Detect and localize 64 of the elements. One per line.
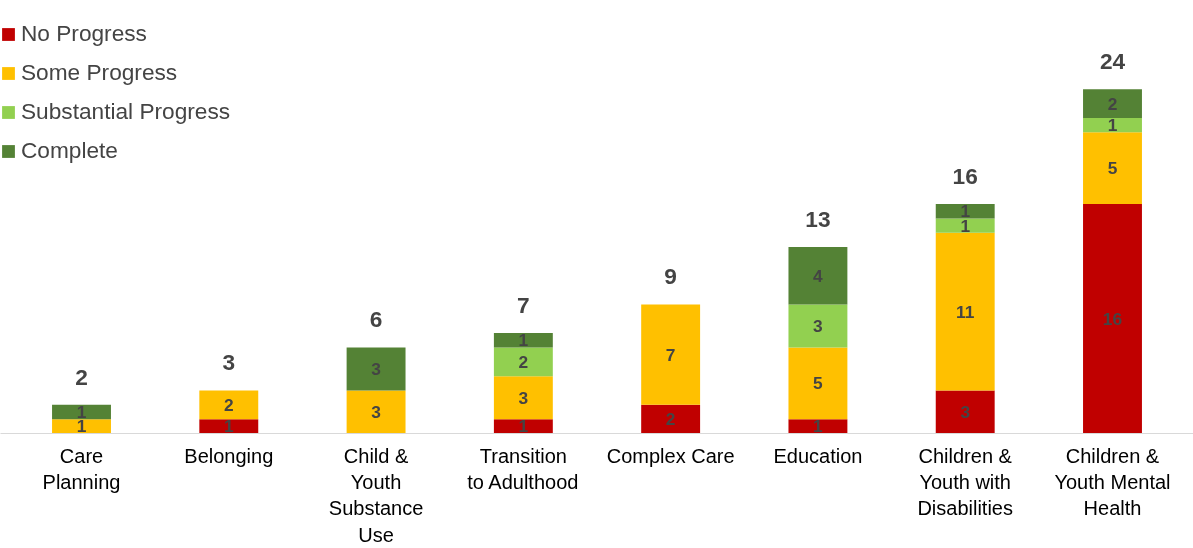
bar: [1083, 118, 1142, 133]
legend-label: No Progress: [21, 20, 147, 47]
bar: [641, 304, 701, 405]
total-label: 16: [952, 163, 978, 190]
x-tick-label: Children & Youth Mental Health: [1054, 444, 1171, 520]
x-tick-label: Care Planning: [42, 444, 121, 493]
x-tick-label: Belonging: [184, 444, 274, 467]
total-label: 24: [1099, 48, 1126, 75]
bar: [52, 404, 111, 420]
bar: [493, 333, 553, 348]
total-label: 2: [75, 363, 88, 390]
data-label: 5: [1107, 158, 1118, 179]
legend-label: Substantial Progress: [21, 98, 231, 125]
data-label: 7: [665, 344, 676, 365]
data-label: 3: [813, 315, 824, 336]
data-label: 1: [518, 416, 529, 437]
data-label: 1: [223, 416, 234, 437]
bar: [199, 390, 259, 420]
total-label: 3: [222, 349, 236, 376]
x-tick-label: Child & Youth Substance Use: [328, 444, 424, 546]
bar: [641, 404, 701, 434]
x-tick-label: Education: [773, 444, 863, 467]
bar: [346, 390, 406, 434]
bar: [493, 347, 553, 377]
total-label: 13: [805, 206, 831, 233]
data-label: 2: [1107, 93, 1118, 114]
legend-label: Complete: [21, 137, 118, 164]
bar: [1083, 132, 1142, 205]
x-tick-label: Children & Youth with Disabilities: [917, 444, 1014, 520]
data-label: 3: [371, 401, 382, 422]
bar: [935, 232, 995, 391]
bar: [52, 419, 111, 434]
data-label: 16: [1102, 308, 1123, 329]
bar: [788, 347, 848, 420]
bar: [935, 390, 995, 434]
bar: [346, 347, 406, 391]
data-label: 3: [960, 401, 971, 422]
data-label: 1: [1107, 115, 1118, 136]
bar: [788, 304, 848, 348]
data-label: 4: [813, 265, 824, 286]
bar: [493, 376, 553, 420]
data-label: 2: [518, 351, 529, 372]
bar: [1083, 89, 1142, 119]
bar: [788, 247, 848, 305]
data-label: 5: [813, 373, 824, 394]
data-label: 2: [223, 394, 234, 415]
bar: [1083, 204, 1142, 434]
bar: [493, 419, 553, 434]
bar: [788, 419, 848, 434]
data-label: 1: [518, 330, 529, 351]
legend-label: Some Progress: [21, 59, 178, 86]
data-label: 11: [956, 301, 975, 322]
data-label: 3: [518, 387, 529, 408]
data-label: 1: [813, 416, 824, 437]
bar: [935, 218, 995, 233]
bar: [199, 419, 259, 434]
bar: [935, 204, 995, 219]
total-label: 9: [664, 263, 677, 290]
data-label: 2: [665, 409, 676, 430]
x-tick-label: Complex Care: [606, 444, 735, 467]
total-label: 6: [369, 306, 383, 333]
total-label: 7: [517, 292, 530, 319]
x-tick-label: Transition to Adulthood: [467, 444, 579, 493]
data-label: 3: [371, 358, 382, 379]
